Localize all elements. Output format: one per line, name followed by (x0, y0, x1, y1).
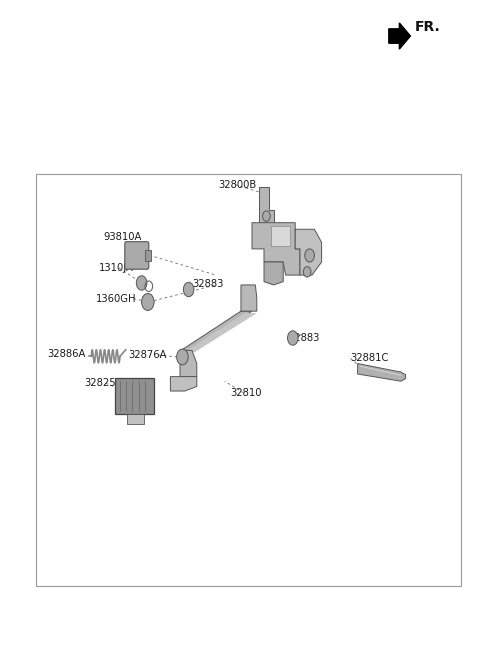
Text: 32825: 32825 (84, 378, 116, 388)
Polygon shape (358, 364, 406, 381)
Text: 93810A: 93810A (103, 232, 142, 242)
Polygon shape (295, 229, 322, 275)
Circle shape (288, 331, 298, 345)
Circle shape (142, 293, 154, 310)
Polygon shape (181, 311, 252, 350)
Polygon shape (259, 187, 274, 223)
Text: 32883: 32883 (192, 279, 223, 290)
Circle shape (177, 349, 188, 365)
Polygon shape (241, 285, 257, 311)
Text: 32876A: 32876A (129, 350, 167, 360)
Circle shape (305, 249, 314, 262)
Polygon shape (115, 378, 154, 414)
Polygon shape (264, 262, 283, 285)
Polygon shape (180, 350, 197, 377)
Circle shape (183, 282, 194, 297)
Text: 32883: 32883 (288, 333, 319, 343)
Text: 32886A: 32886A (47, 348, 85, 359)
Text: 32800B: 32800B (218, 180, 257, 191)
Bar (36, 174, 461, 586)
Polygon shape (389, 23, 410, 49)
Polygon shape (170, 377, 197, 391)
Text: 1310JA: 1310JA (98, 263, 133, 273)
Text: 32810: 32810 (230, 388, 262, 398)
FancyBboxPatch shape (125, 242, 149, 269)
Polygon shape (252, 223, 300, 275)
Polygon shape (184, 313, 257, 352)
Polygon shape (271, 226, 290, 246)
Circle shape (303, 267, 311, 277)
Text: 32881C: 32881C (350, 353, 389, 364)
Text: 1360GH: 1360GH (96, 294, 136, 305)
Text: FR.: FR. (415, 20, 441, 33)
Bar (145, 250, 151, 261)
Circle shape (136, 276, 147, 290)
Circle shape (263, 211, 270, 221)
Polygon shape (127, 414, 144, 424)
